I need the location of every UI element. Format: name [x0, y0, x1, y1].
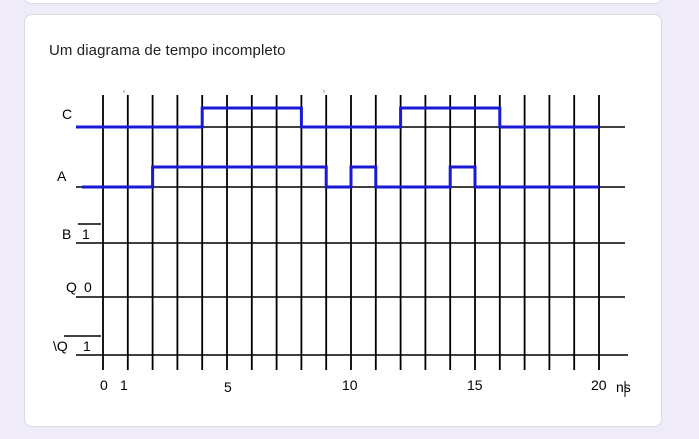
axis-tick-label-1: 1 — [120, 377, 128, 393]
signal-value-qbar: 1 — [83, 338, 91, 354]
question-title: Um diagrama de tempo incompleto — [49, 42, 286, 59]
question-card: Um diagrama de tempo incompleto — [24, 14, 662, 427]
waveforms — [76, 106, 599, 189]
waveform-c — [76, 106, 599, 129]
signal-label-q: Q — [66, 279, 77, 295]
overbars — [64, 223, 101, 337]
signal-label-c: C — [62, 106, 72, 122]
signal-value-q: 0 — [84, 279, 92, 295]
vertical-grid-lines — [102, 95, 600, 370]
axis-unit-label: ns — [616, 379, 631, 395]
horizontal-grid-lines — [76, 126, 628, 356]
axis-tick-label-0: 0 — [100, 377, 108, 393]
signal-label-a: A — [57, 168, 67, 184]
signal-label-b: B — [62, 226, 71, 242]
signal-value-b: 1 — [82, 226, 90, 242]
axis-tick-label-15: 15 — [467, 377, 483, 393]
waveform-a — [82, 165, 599, 189]
signal-label-qbar: \Q — [53, 338, 68, 354]
top-tick-marks — [123, 90, 325, 93]
axis-tick-label-5: 5 — [224, 379, 232, 395]
axis-tick-label-20: 20 — [591, 377, 607, 393]
axis-tick-label-10: 10 — [342, 377, 358, 393]
